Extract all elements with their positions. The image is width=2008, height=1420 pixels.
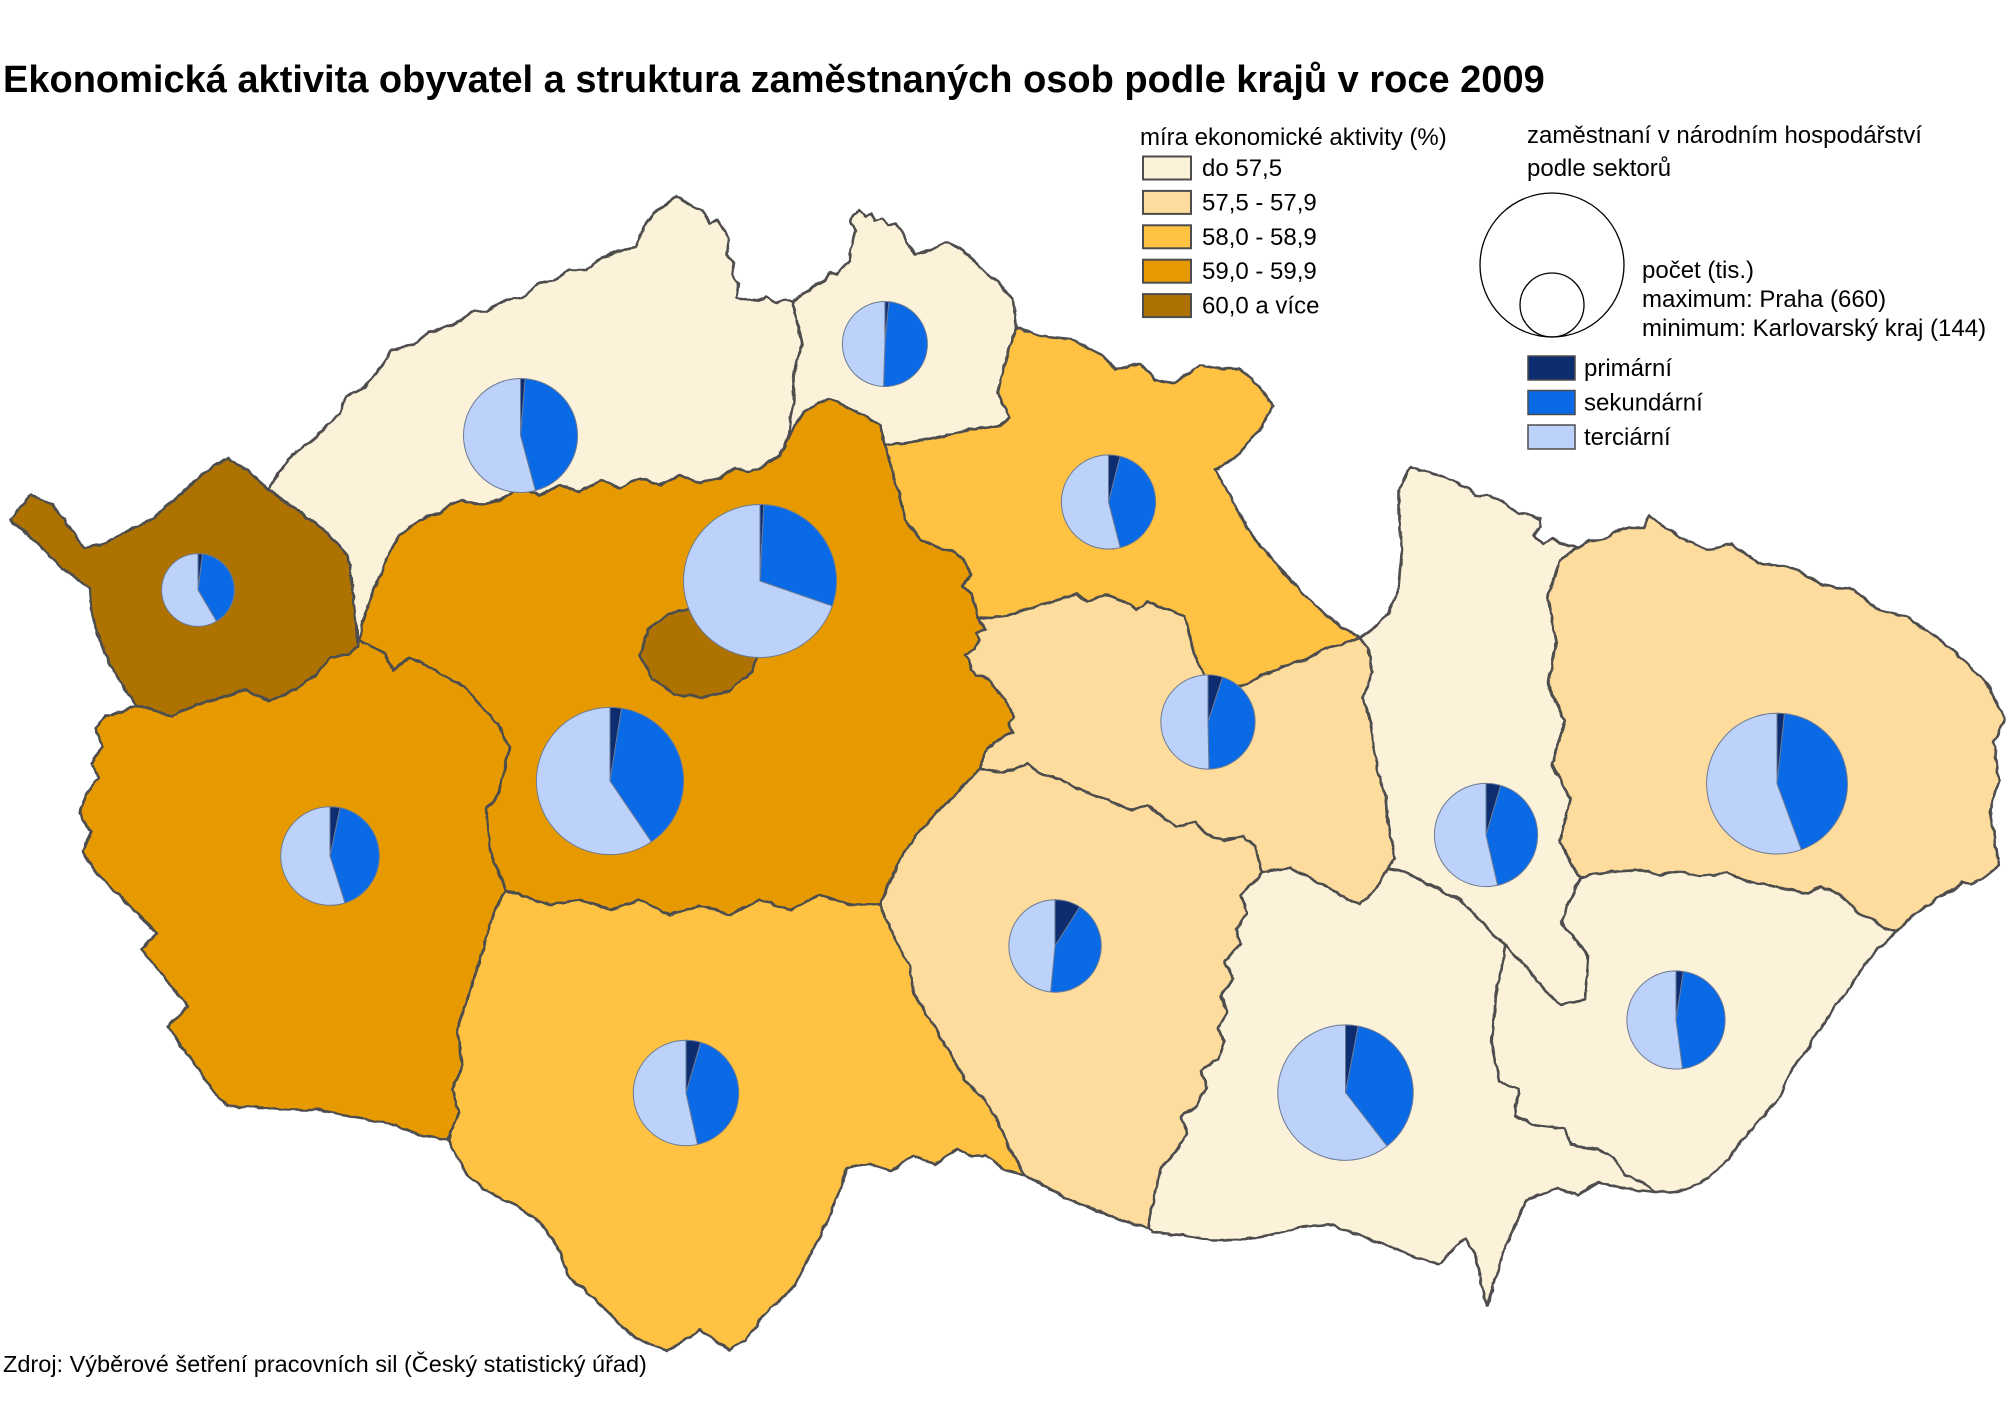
- svg-text:zaměstnaní v národním hospodář: zaměstnaní v národním hospodářství: [1527, 122, 1922, 149]
- svg-text:počet (tis.): počet (tis.): [1642, 257, 1754, 284]
- svg-text:60,0 a více: 60,0 a více: [1202, 293, 1319, 320]
- svg-text:Ekonomická aktivita obyvatel a: Ekonomická aktivita obyvatel a struktura…: [3, 59, 1545, 101]
- svg-text:sekundární: sekundární: [1584, 390, 1703, 417]
- svg-text:57,5 - 57,9: 57,5 - 57,9: [1202, 189, 1317, 216]
- svg-text:do 57,5: do 57,5: [1202, 155, 1282, 182]
- svg-text:58,0 - 58,9: 58,0 - 58,9: [1202, 224, 1317, 251]
- svg-text:terciární: terciární: [1584, 424, 1671, 451]
- svg-text:Zdroj: Výběrové šetření pracov: Zdroj: Výběrové šetření pracovních sil (…: [3, 1350, 647, 1377]
- svg-text:podle sektorů: podle sektorů: [1527, 155, 1671, 182]
- svg-text:59,0 - 59,9: 59,0 - 59,9: [1202, 258, 1317, 285]
- svg-text:minimum: Karlovarský kraj (144: minimum: Karlovarský kraj (144): [1642, 315, 1986, 342]
- svg-text:maximum: Praha (660): maximum: Praha (660): [1642, 286, 1886, 313]
- svg-text:míra ekonomické aktivity (%): míra ekonomické aktivity (%): [1140, 124, 1447, 151]
- svg-text:primární: primární: [1584, 355, 1672, 382]
